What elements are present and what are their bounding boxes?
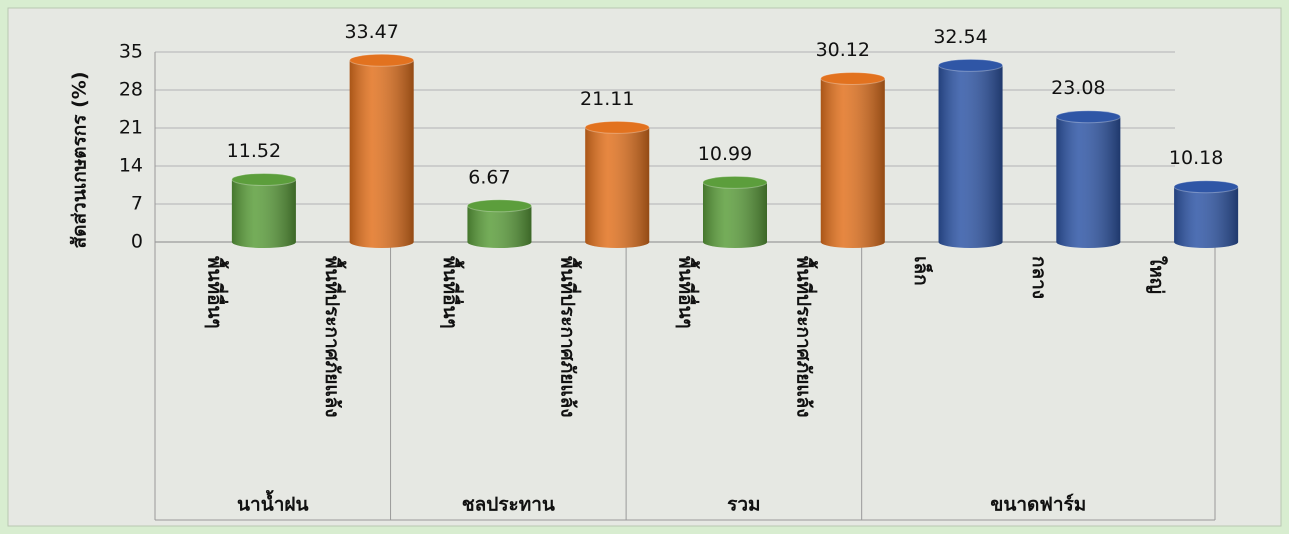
y-tick-label: 21 [119,117,143,139]
background [7,7,1282,527]
value-label: 23.08 [1051,77,1105,99]
value-label: 32.54 [933,26,987,48]
bar-top [466,199,532,213]
y-tick-label: 7 [131,193,143,215]
group-label: นาน้ำฝน [237,490,308,516]
y-tick-label: 28 [119,79,143,101]
bar-shade [938,65,1003,249]
bar-top [820,71,886,85]
bar-top [1173,180,1239,194]
value-label: 30.12 [816,39,870,61]
value-label: 21.11 [580,88,634,110]
x-tick-label: พื้นที่อื่นๆ [203,256,229,329]
x-tick-label: เล็ก [910,256,934,286]
x-tick-label: พื้นที่ประกาศภัยแล้ง [792,256,818,418]
bar-shade [1174,186,1239,249]
y-tick-label: 35 [119,41,143,63]
bar-shade [820,78,885,249]
bar-top [349,53,415,67]
y-tick-label: 0 [131,231,143,253]
value-label: 33.47 [344,21,398,43]
x-tick-label: กลาง [1028,256,1050,299]
group-label: ขนาดฟาร์ม [990,494,1086,516]
bar-shade [349,60,414,249]
value-label: 10.18 [1169,147,1223,169]
bar-shade [703,182,767,248]
value-label: 6.67 [468,166,510,188]
bar-shade [231,179,296,249]
bar-top [938,58,1004,72]
bar-top [1055,110,1121,124]
bar-top [702,175,768,189]
x-tick-label: พื้นที่อื่นๆ [675,256,701,329]
group-label: ชลประทาน [462,494,555,516]
y-axis-label: สัดส่วนเกษตรกร (%) [69,72,91,249]
bar-top [231,172,297,186]
x-tick-label: พื้นที่ประกาศภัยแล้ง [321,256,347,418]
group-label: รวม [727,494,760,516]
x-tick-label: พื้นที่อื่นๆ [439,256,465,329]
bar-shade [467,205,532,249]
bar-top [584,120,650,134]
bar-shade [585,127,650,249]
x-tick-label: ใหญ่ [1146,256,1169,294]
value-label: 11.52 [227,140,281,162]
x-tick-label: พื้นที่ประกาศภัยแล้ง [557,256,583,418]
y-tick-label: 14 [119,155,143,177]
value-label: 10.99 [698,143,752,165]
bar-shade [1056,116,1121,249]
